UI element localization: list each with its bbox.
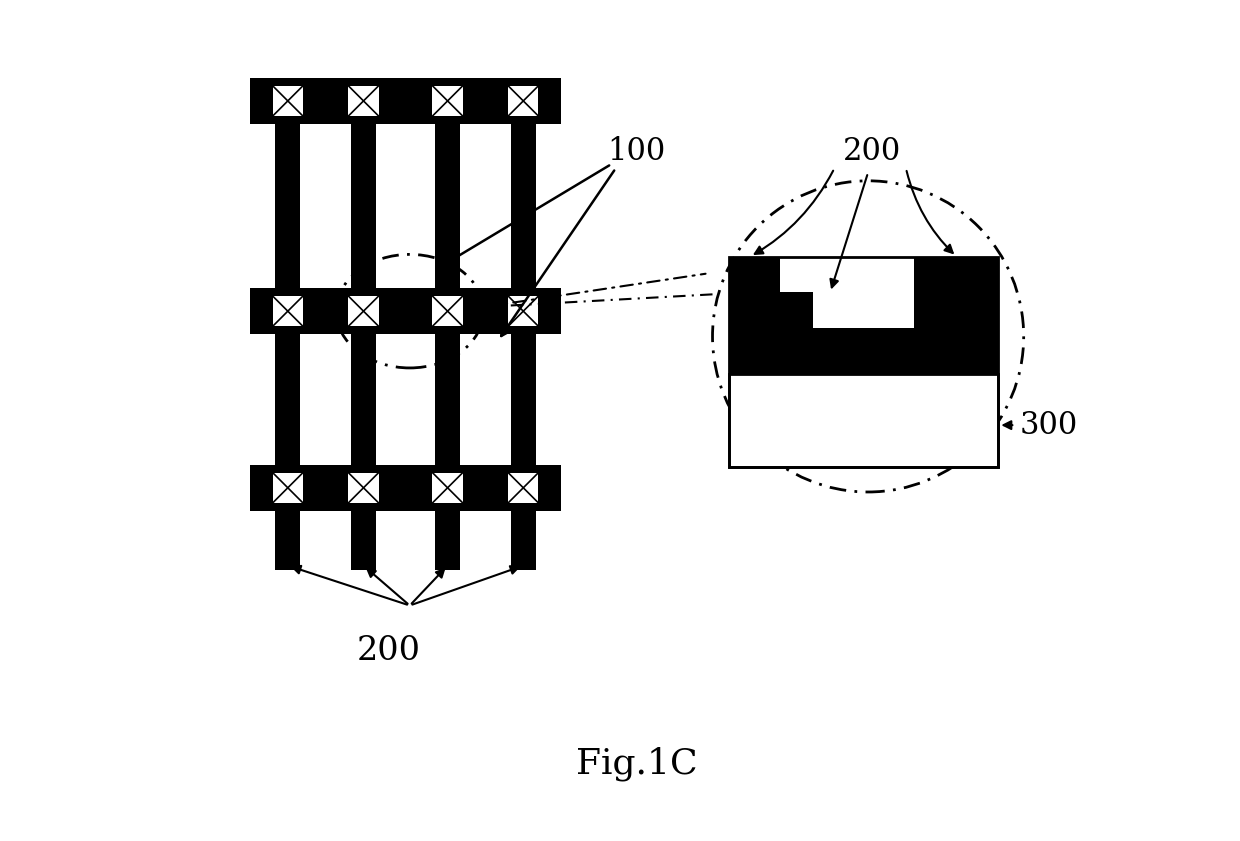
Bar <box>250 288 562 334</box>
Bar <box>729 257 813 328</box>
Bar <box>351 78 376 570</box>
Bar <box>729 374 998 467</box>
Bar <box>508 86 538 116</box>
Bar <box>273 296 303 326</box>
Bar <box>511 78 536 570</box>
Bar <box>250 78 562 124</box>
Bar <box>433 296 463 326</box>
Bar <box>275 78 300 570</box>
Bar <box>914 257 998 328</box>
Text: 200: 200 <box>843 135 901 167</box>
Text: 100: 100 <box>608 135 666 167</box>
Text: Fig.1C: Fig.1C <box>577 747 698 781</box>
Bar <box>433 86 463 116</box>
Bar <box>250 465 562 511</box>
Bar <box>435 78 460 570</box>
Text: 200: 200 <box>357 635 420 667</box>
Bar <box>273 473 303 503</box>
Bar <box>508 473 538 503</box>
Bar <box>348 296 378 326</box>
Bar <box>273 86 303 116</box>
Bar <box>348 86 378 116</box>
Bar <box>433 473 463 503</box>
Bar <box>780 257 813 292</box>
Bar <box>508 296 538 326</box>
Bar <box>729 328 998 374</box>
Bar <box>348 473 378 503</box>
Text: 300: 300 <box>1019 410 1078 441</box>
Bar <box>729 257 998 467</box>
